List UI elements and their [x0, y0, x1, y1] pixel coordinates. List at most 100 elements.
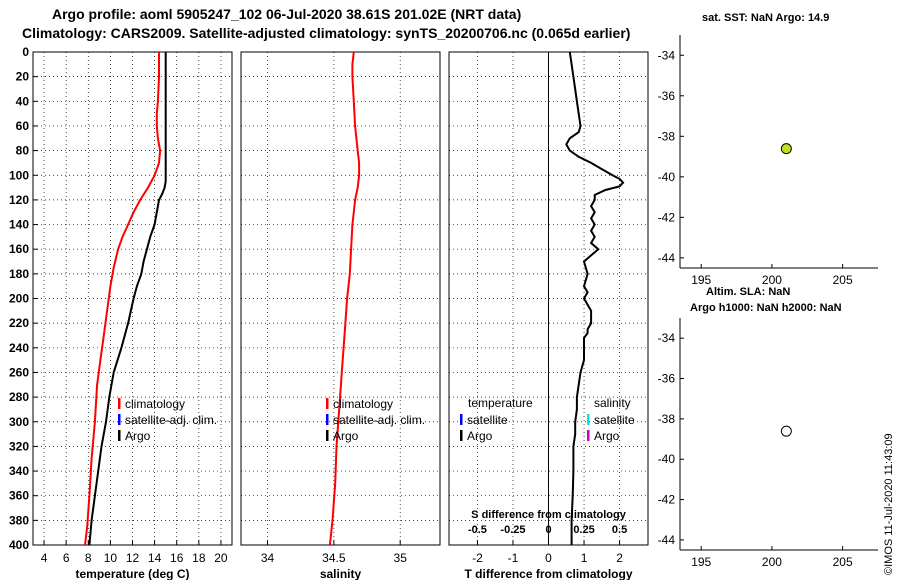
temperature-legend-2-swatch [118, 430, 121, 441]
header-line-2: Climatology: CARS2009. Satellite-adjuste… [22, 25, 631, 41]
difference-xtick-label: 0 [545, 551, 552, 565]
depth-ytick-label: 280 [9, 390, 29, 404]
salinity-legend-2-swatch [326, 430, 329, 441]
sla_map-ytick-label: -38 [658, 412, 676, 426]
sst-title: sat. SST: NaN Argo: 14.9 [702, 12, 830, 24]
sla_map-ytick-label: -44 [658, 533, 676, 547]
difference-x2label: S difference from climatology [471, 509, 627, 521]
salinity-legend-0-swatch [326, 398, 329, 409]
sla_map-xtick-label: 195 [691, 555, 711, 569]
temperature-legend-2-label: Argo [125, 429, 151, 443]
sst_map-xtick-label: 205 [833, 273, 853, 287]
difference-legend-t-sat-label: satellite [467, 413, 508, 427]
difference-x2tick-label: 0 [545, 524, 551, 536]
difference-legend-t-argo-swatch [460, 430, 463, 441]
temperature-line-climatology [84, 52, 162, 546]
difference-xlabel: T difference from climatology [464, 567, 632, 580]
argo-h-title: Argo h1000: NaN h2000: NaN [690, 302, 842, 314]
sla_map-ytick-label: -42 [658, 493, 676, 507]
difference-x2tick-label: -0.25 [500, 524, 525, 536]
depth-ytick-label: 80 [16, 144, 30, 158]
depth-ytick-label: 0 [22, 45, 29, 59]
sla_map-argo-marker [780, 425, 792, 437]
difference-xtick-label: -1 [508, 551, 519, 565]
sla_map-ytick-label: -36 [658, 372, 676, 386]
depth-ytick-label: 300 [9, 415, 29, 429]
sst_map-ytick-label: -34 [658, 48, 676, 62]
sla_map-xtick-label: 205 [833, 555, 853, 569]
salinity-xtick-label: 34.5 [322, 551, 346, 565]
depth-ytick-label: 400 [9, 538, 29, 552]
sla-title: Altim. SLA: NaN [706, 286, 791, 298]
temperature-legend-1-label: satellite-adj. clim. [125, 413, 217, 427]
temperature-legend-1-swatch [118, 414, 121, 425]
depth-ytick-label: 40 [16, 94, 30, 108]
difference-xtick-label: 1 [581, 551, 588, 565]
temperature-xtick-label: 14 [148, 551, 162, 565]
sla_map-ytick-label: -40 [658, 452, 676, 466]
sst_map-ytick-label: -36 [658, 89, 676, 103]
sst_map-ytick-label: -44 [658, 251, 676, 265]
salinity-line-climatology [328, 51, 361, 546]
sst_map-argo-marker [780, 143, 792, 155]
difference-x2tick-label: -0.5 [468, 524, 487, 536]
temperature-frame [32, 51, 233, 546]
difference-legend-s-argo-swatch [587, 430, 590, 441]
temperature-line-argo [88, 52, 167, 546]
difference-x2tick-label: 0.5 [612, 524, 627, 536]
difference-x2tick-label: 0.25 [573, 524, 594, 536]
salinity-xlabel: salinity [320, 567, 362, 580]
depth-ytick-label: 60 [16, 119, 30, 133]
temperature-xtick-label: 20 [214, 551, 228, 565]
depth-ytick-label: 160 [9, 242, 29, 256]
difference-legend-s-title: salinity [594, 396, 631, 410]
depth-ytick-label: 220 [9, 316, 29, 330]
depth-ytick-label: 240 [9, 341, 29, 355]
difference-line-t-difference--argo- [565, 51, 625, 545]
temperature-legend-0-label: climatology [125, 397, 185, 411]
temperature-xtick-label: 6 [63, 551, 70, 565]
temperature-xtick-label: 16 [170, 551, 184, 565]
depth-ytick-label: 340 [9, 464, 29, 478]
temperature-legend-0-swatch [118, 398, 121, 409]
sst_map-ytick-label: -38 [658, 129, 676, 143]
difference-legend-t-sat-swatch [460, 414, 463, 425]
sla_map-xtick-label: 200 [762, 555, 782, 569]
depth-ytick-label: 360 [9, 489, 29, 503]
salinity-frame [240, 51, 441, 546]
difference-legend-t-title: temperature [468, 396, 533, 410]
depth-ytick-label: 120 [9, 193, 29, 207]
temperature-xtick-label: 8 [85, 551, 92, 565]
sst_map-xtick-label: 195 [691, 273, 711, 287]
depth-ytick-label: 380 [9, 513, 29, 527]
difference-xtick-label: 2 [616, 551, 623, 565]
salinity-legend-0-label: climatology [333, 397, 393, 411]
sst_map-xtick-label: 200 [762, 273, 782, 287]
depth-ytick-label: 200 [9, 292, 29, 306]
difference-legend-t-argo-label: Argo [467, 429, 493, 443]
sst_map-ytick-label: -40 [658, 170, 676, 184]
salinity-xtick-label: 35 [394, 551, 408, 565]
temperature-xlabel: temperature (deg C) [75, 567, 189, 580]
depth-ytick-label: 320 [9, 439, 29, 453]
difference-xtick-label: -2 [472, 551, 483, 565]
depth-ytick-label: 20 [16, 70, 30, 84]
sla_map-ytick-label: -34 [658, 331, 676, 345]
temperature-xtick-label: 10 [104, 551, 118, 565]
salinity-legend-1-swatch [326, 414, 329, 425]
timestamp: ©IMOS 11-Jul-2020 11:43:09 [883, 433, 895, 575]
temperature-xtick-label: 12 [126, 551, 140, 565]
salinity-legend-2-label: Argo [333, 429, 359, 443]
temperature-xtick-label: 4 [41, 551, 48, 565]
difference-legend-s-sat-label: satellite [594, 413, 635, 427]
salinity-legend-1-label: satellite-adj. clim. [333, 413, 425, 427]
depth-ytick-label: 260 [9, 365, 29, 379]
difference-legend-s-sat-swatch [587, 414, 590, 425]
header-line-1: Argo profile: aoml 5905247_102 06-Jul-20… [52, 6, 522, 22]
sst_map-ytick-label: -42 [658, 210, 676, 224]
depth-ytick-label: 100 [9, 168, 29, 182]
depth-ytick-label: 180 [9, 267, 29, 281]
temperature-xtick-label: 18 [192, 551, 206, 565]
depth-ytick-label: 140 [9, 218, 29, 232]
